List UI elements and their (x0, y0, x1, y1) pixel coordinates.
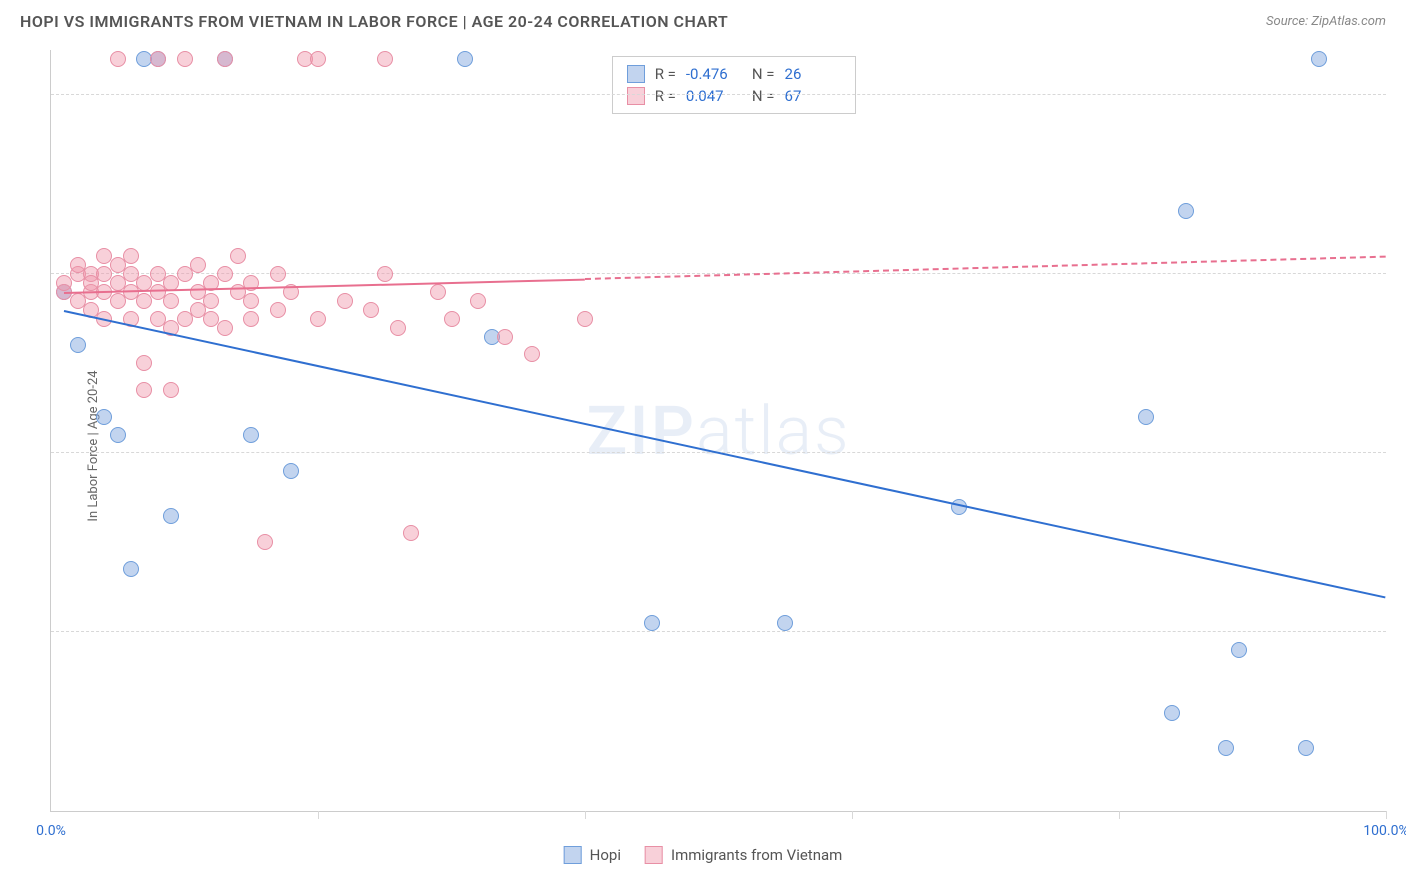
data-point (310, 51, 326, 67)
swatch-icon (627, 87, 645, 105)
data-point (1231, 642, 1247, 658)
watermark: ZIPatlas (586, 391, 850, 471)
data-point (470, 293, 486, 309)
xtick-label: 100.0% (1363, 823, 1406, 839)
data-point (390, 320, 406, 336)
legend: Hopi Immigrants from Vietnam (564, 846, 843, 864)
data-point (217, 51, 233, 67)
stats-row: R = -0.476 N = 26 (627, 63, 841, 85)
data-point (163, 293, 179, 309)
swatch-icon (564, 846, 582, 864)
stat-label: R = (655, 65, 676, 83)
data-point (217, 266, 233, 282)
correlation-stats-box: R = -0.476 N = 26 R = 0.047 N = 67 (612, 56, 856, 114)
stat-value: 0.047 (686, 87, 742, 105)
data-point (1178, 203, 1194, 219)
tick-v (1386, 811, 1387, 819)
data-point (243, 427, 259, 443)
data-point (230, 248, 246, 264)
data-point (270, 266, 286, 282)
data-point (1218, 740, 1234, 756)
legend-label: Immigrants from Vietnam (671, 846, 842, 864)
data-point (403, 525, 419, 541)
data-point (136, 355, 152, 371)
gridline-h (51, 94, 1386, 95)
data-point (777, 615, 793, 631)
data-point (136, 382, 152, 398)
data-point (270, 302, 286, 318)
data-point (377, 51, 393, 67)
data-point (150, 51, 166, 67)
stat-label: N = (752, 65, 775, 83)
data-point (444, 311, 460, 327)
data-point (203, 293, 219, 309)
data-point (497, 329, 513, 345)
swatch-icon (645, 846, 663, 864)
data-point (110, 427, 126, 443)
legend-item-hopi: Hopi (564, 846, 621, 864)
stat-value: 26 (785, 65, 841, 83)
source-label: Source: ZipAtlas.com (1266, 14, 1386, 29)
stat-label: N = (752, 87, 775, 105)
stat-label: R = (655, 87, 676, 105)
data-point (70, 337, 86, 353)
data-point (1298, 740, 1314, 756)
data-point (337, 293, 353, 309)
data-point (644, 615, 660, 631)
data-point (310, 311, 326, 327)
stat-value: -0.476 (686, 65, 742, 83)
legend-item-vietnam: Immigrants from Vietnam (645, 846, 842, 864)
tick-v (318, 811, 319, 819)
data-point (457, 51, 473, 67)
data-point (123, 248, 139, 264)
data-point (577, 311, 593, 327)
data-point (524, 346, 540, 362)
data-point (1138, 409, 1154, 425)
data-point (283, 463, 299, 479)
trend-line (64, 310, 1386, 598)
tick-v (585, 811, 586, 819)
chart-title: HOPI VS IMMIGRANTS FROM VIETNAM IN LABOR… (20, 12, 728, 31)
stats-row: R = 0.047 N = 67 (627, 85, 841, 107)
tick-v (1119, 811, 1120, 819)
data-point (110, 51, 126, 67)
data-point (1164, 705, 1180, 721)
gridline-h (51, 631, 1386, 632)
data-point (243, 293, 259, 309)
trend-line (585, 256, 1386, 280)
legend-label: Hopi (590, 846, 621, 864)
swatch-icon (627, 65, 645, 83)
data-point (1311, 51, 1327, 67)
data-point (217, 320, 233, 336)
xtick-label: 0.0% (36, 823, 66, 839)
data-point (363, 302, 379, 318)
data-point (190, 257, 206, 273)
stat-value: 67 (785, 87, 841, 105)
data-point (430, 284, 446, 300)
data-point (257, 534, 273, 550)
data-point (163, 382, 179, 398)
data-point (123, 561, 139, 577)
data-point (243, 311, 259, 327)
chart-area: ZIPatlas R =-0.476N =26R =0.047N =67 40.… (50, 50, 1386, 812)
tick-v (852, 811, 853, 819)
data-point (96, 409, 112, 425)
data-point (377, 266, 393, 282)
data-point (177, 51, 193, 67)
data-point (163, 508, 179, 524)
